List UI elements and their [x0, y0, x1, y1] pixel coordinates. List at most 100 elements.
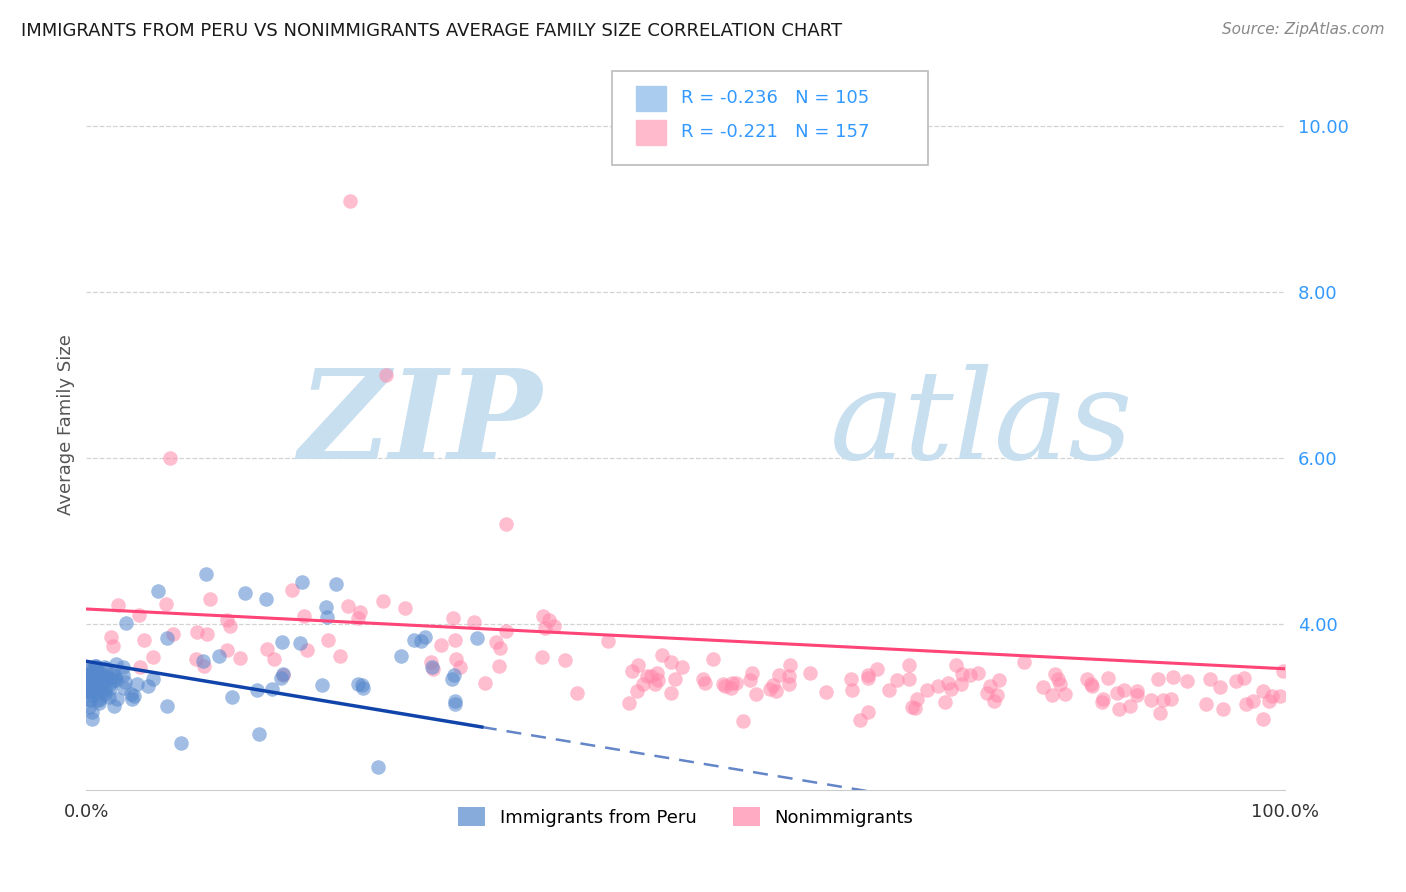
Point	[474, 675, 496, 690]
Text: atlas: atlas	[830, 364, 1133, 485]
Point	[950, 667, 973, 681]
Point	[841, 682, 863, 697]
Point	[1118, 699, 1140, 714]
Point	[1040, 688, 1063, 702]
Point	[485, 635, 508, 649]
Point	[1126, 684, 1149, 698]
Point	[725, 676, 748, 690]
Point	[76, 663, 98, 677]
Point	[77, 700, 100, 714]
Point	[195, 567, 218, 582]
Point	[101, 666, 124, 681]
Point	[1241, 694, 1264, 708]
Point	[905, 691, 928, 706]
Point	[1076, 672, 1098, 686]
Point	[80, 676, 103, 690]
Point	[83, 677, 105, 691]
Point	[671, 660, 693, 674]
Point	[413, 630, 436, 644]
Point	[77, 675, 100, 690]
Point	[444, 652, 467, 666]
Point	[626, 684, 648, 698]
Point	[489, 640, 512, 655]
Point	[101, 674, 124, 689]
Point	[155, 597, 177, 611]
Point	[193, 659, 215, 673]
Point	[80, 688, 103, 702]
Point	[1152, 693, 1174, 707]
Point	[1108, 701, 1130, 715]
Point	[531, 650, 554, 665]
Point	[329, 649, 352, 664]
Point	[104, 669, 127, 683]
Point	[449, 659, 471, 673]
Point	[221, 690, 243, 704]
Point	[904, 701, 927, 715]
Point	[779, 677, 801, 691]
Point	[1114, 682, 1136, 697]
Point	[647, 673, 669, 687]
Point	[82, 665, 104, 679]
Point	[93, 671, 115, 685]
Point	[100, 631, 122, 645]
Point	[967, 665, 990, 680]
Point	[1147, 673, 1170, 687]
Point	[215, 613, 238, 627]
Point	[1212, 702, 1234, 716]
Point	[84, 658, 107, 673]
Point	[122, 689, 145, 703]
Point	[976, 686, 998, 700]
Point	[720, 681, 742, 695]
Point	[619, 696, 641, 710]
Point	[262, 681, 284, 696]
Point	[394, 600, 416, 615]
Point	[134, 632, 156, 647]
Point	[112, 681, 135, 695]
Point	[128, 660, 150, 674]
Point	[87, 673, 110, 687]
Point	[936, 676, 959, 690]
Point	[711, 677, 734, 691]
Point	[271, 667, 294, 681]
Point	[758, 682, 780, 697]
Point	[247, 727, 270, 741]
Point	[659, 686, 682, 700]
Point	[84, 667, 107, 681]
Point	[79, 683, 101, 698]
Point	[93, 688, 115, 702]
Point	[195, 627, 218, 641]
Point	[186, 624, 208, 639]
Point	[315, 600, 337, 615]
Point	[104, 673, 127, 687]
Point	[1047, 672, 1070, 686]
Point	[79, 693, 101, 707]
Point	[636, 668, 658, 682]
Point	[877, 683, 900, 698]
Point	[198, 592, 221, 607]
Point	[98, 681, 121, 695]
Point	[87, 692, 110, 706]
Point	[640, 669, 662, 683]
Point	[121, 692, 143, 706]
Point	[111, 668, 134, 682]
Point	[76, 662, 98, 676]
Point	[94, 686, 117, 700]
Point	[83, 661, 105, 675]
Point	[1225, 673, 1247, 688]
Point	[100, 677, 122, 691]
Point	[765, 684, 787, 698]
Point	[87, 669, 110, 683]
Point	[768, 667, 790, 681]
Point	[554, 653, 576, 667]
Point	[1272, 664, 1295, 678]
Point	[229, 650, 252, 665]
Point	[444, 697, 467, 711]
Point	[93, 660, 115, 674]
Point	[352, 678, 374, 692]
Point	[950, 677, 973, 691]
Point	[444, 632, 467, 647]
Point	[156, 631, 179, 645]
Point	[531, 609, 554, 624]
Point	[77, 666, 100, 681]
Point	[866, 662, 889, 676]
